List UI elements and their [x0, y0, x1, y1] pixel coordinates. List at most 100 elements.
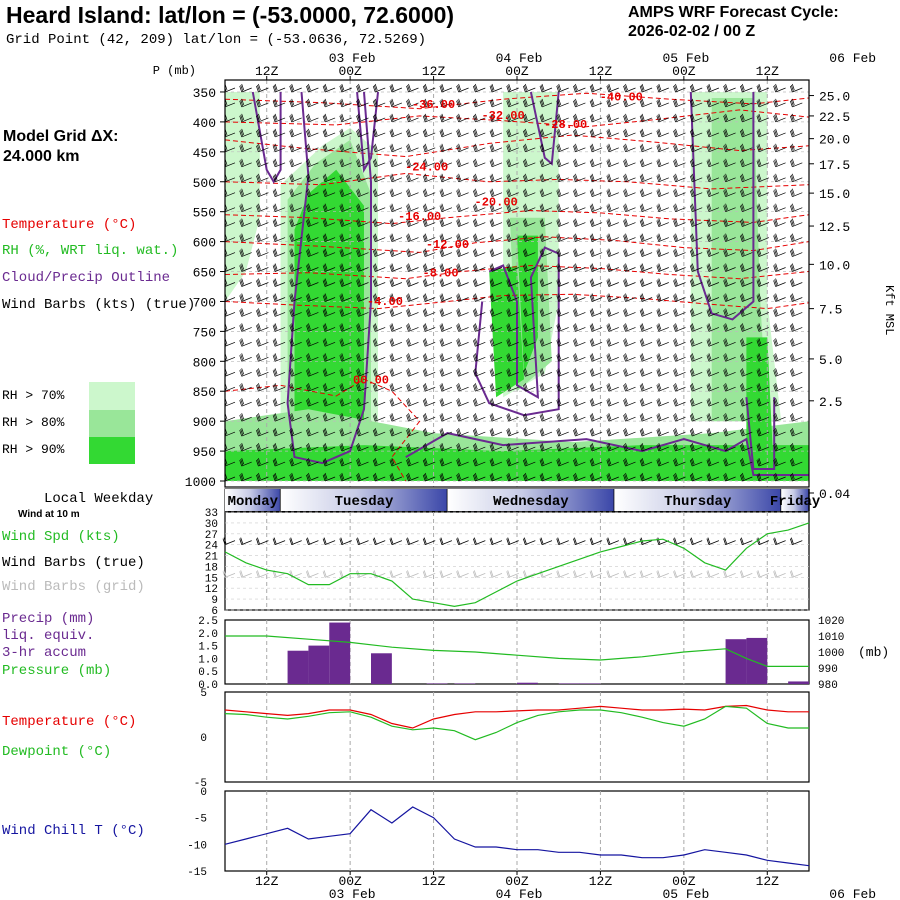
wind-barb — [773, 293, 786, 302]
precip-bar — [558, 683, 580, 684]
wind-barb — [256, 263, 269, 272]
wind-barb-true — [539, 537, 553, 546]
pressure-tick-label: 700 — [193, 295, 216, 310]
wind-barb — [623, 188, 636, 198]
wind-barb — [789, 113, 803, 123]
wind-barb — [673, 293, 686, 302]
wind-barb — [756, 308, 770, 317]
wind-barb — [256, 233, 269, 242]
temperature-contour-label: -32.00 — [481, 109, 524, 123]
wind-barb — [439, 158, 453, 168]
wind-barb — [239, 413, 252, 422]
wind-barb — [456, 398, 469, 407]
wind-barb — [656, 323, 669, 332]
wind-barb — [422, 427, 436, 437]
wind-barb — [256, 143, 269, 153]
wind-barb — [706, 98, 720, 108]
wind-barb — [589, 323, 603, 332]
wind-barb — [539, 278, 553, 287]
wind-barb — [389, 218, 403, 227]
wind-barb — [322, 113, 336, 123]
wind-barb — [439, 98, 453, 108]
wind-barb — [689, 413, 703, 422]
wind-barb — [539, 442, 553, 452]
wind-barb — [789, 173, 803, 183]
wind-barb — [225, 427, 236, 437]
wind-barb — [289, 368, 302, 377]
wind-barb — [706, 188, 720, 198]
wind-barb — [406, 278, 419, 287]
wind-barb-true — [623, 537, 636, 546]
wind-barb — [673, 278, 686, 287]
wind-barb-true — [689, 537, 703, 546]
wind-barb — [623, 353, 636, 362]
wind-barb — [472, 457, 486, 467]
wind-barb — [472, 413, 486, 422]
wind-barb — [289, 308, 302, 317]
wind-barb — [789, 338, 803, 347]
wind-barb — [573, 338, 586, 347]
wind-barb — [339, 188, 352, 198]
wind-barb — [539, 413, 553, 422]
precip-bar — [788, 681, 809, 684]
wind-barb — [673, 158, 686, 168]
wind-barb — [639, 203, 653, 213]
wind-barb — [289, 188, 302, 198]
wind-barb — [773, 308, 786, 317]
wind-barb — [339, 442, 352, 452]
wind-barb — [623, 427, 636, 437]
wind-barb — [406, 233, 419, 242]
wind-barb — [639, 173, 653, 183]
wind-barb — [756, 263, 770, 272]
wind-barb — [489, 128, 503, 138]
wind-barb — [239, 353, 252, 362]
weekday-segment — [447, 489, 615, 511]
wind-barb — [356, 293, 369, 302]
wind-barb — [439, 457, 453, 467]
wind-barb — [472, 188, 486, 198]
wind-barb — [389, 398, 403, 407]
wind-barb — [225, 413, 236, 422]
wind-barb — [656, 308, 669, 317]
wind-barb — [289, 233, 302, 242]
height-tick-label: 22.5 — [819, 110, 850, 125]
wind-barb — [522, 278, 536, 287]
wind-barb — [606, 188, 619, 198]
wind-barb-true — [506, 537, 519, 546]
wind-barb — [356, 383, 369, 392]
wind-barb — [306, 263, 319, 272]
pressure-tick-label: 900 — [193, 415, 216, 430]
wind-barb — [789, 323, 803, 332]
wind-barb — [556, 427, 569, 437]
wind-barb — [539, 233, 553, 242]
wind-barb — [539, 457, 553, 467]
wind-barb — [239, 427, 252, 437]
wind-barb — [673, 323, 686, 332]
wind-barb — [739, 323, 753, 332]
wind-barb — [539, 158, 553, 168]
wind-barb — [756, 248, 770, 257]
precip-label-2: liq. equiv. — [2, 628, 95, 644]
wind-barb-true — [289, 537, 302, 546]
wind-barb — [322, 293, 336, 302]
wind-barb — [256, 248, 269, 257]
wind-barb — [339, 218, 352, 227]
wind-barb — [422, 263, 436, 272]
wind-barb — [322, 173, 336, 183]
wind-barb — [739, 442, 753, 452]
wind-barb — [256, 383, 269, 392]
wind-barb — [506, 368, 519, 377]
wind-barb — [756, 457, 770, 467]
wind-barb — [306, 128, 319, 138]
wind-barb — [306, 113, 319, 123]
wind-barb — [372, 427, 386, 437]
wind-barb — [589, 158, 603, 168]
wind-barb — [339, 353, 352, 362]
wind-barb — [506, 173, 519, 183]
wind-barb — [339, 308, 352, 317]
wind-barb — [472, 98, 486, 108]
wind-barb — [356, 128, 369, 138]
wind-barb — [506, 83, 519, 93]
wind-barb — [656, 113, 669, 123]
wind-barb — [306, 472, 319, 482]
